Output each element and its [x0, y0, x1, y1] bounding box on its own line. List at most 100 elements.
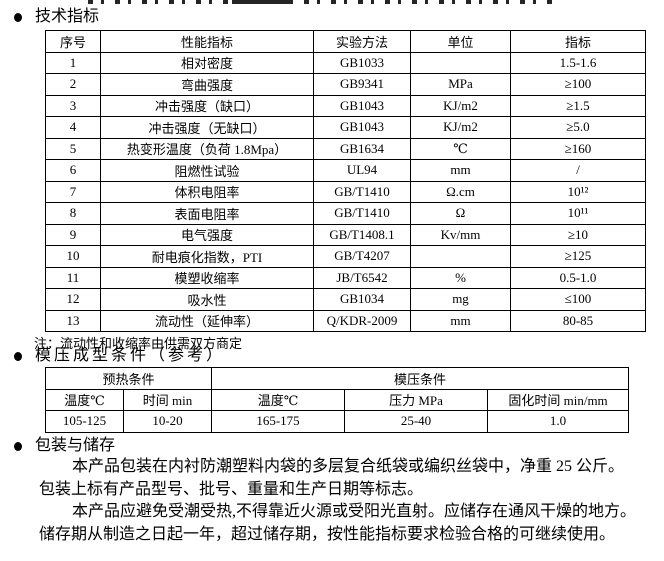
cell: 2: [45, 73, 101, 96]
cell: 相对密度: [100, 51, 314, 74]
cell: 10: [45, 245, 101, 268]
cell: mg: [410, 288, 511, 311]
cell: 1: [45, 51, 101, 74]
cell: GB1043: [313, 94, 411, 117]
cell: 表面电阻率: [100, 202, 314, 225]
table-row: 12 吸水性 GB1034 mg ≤100: [45, 288, 646, 311]
section-title-molding: 模压成型条件（参考）: [35, 347, 226, 364]
cell: 吸水性: [100, 288, 314, 311]
column-header: 性能指标: [100, 30, 314, 53]
bullet-icon: [14, 12, 22, 22]
paragraph-line: 本产品包装在内衬防潮塑料内袋的多层复合纸袋或编织丝袋中，净重 25 公斤。: [72, 458, 625, 475]
bullet-icon: [14, 351, 22, 361]
table-row: 8 表面电阻率 GB/T1410 Ω 10¹¹: [45, 202, 646, 225]
cell: UL94: [313, 159, 411, 182]
cell: ≥100: [510, 73, 646, 96]
cell: ≤100: [510, 288, 646, 311]
cell: 10-20: [122, 410, 213, 433]
section-heading-tech: 技术指标: [0, 8, 99, 26]
cell: 1.0: [487, 410, 630, 433]
cell: ℃: [410, 137, 511, 160]
cell: 12: [45, 288, 101, 311]
cell: [410, 51, 511, 74]
section-heading-molding: 模压成型条件（参考）: [0, 347, 225, 365]
cell: MPa: [410, 73, 511, 96]
cell: Ω.cm: [410, 180, 511, 203]
cell: 4: [45, 116, 101, 139]
cell: 8: [45, 202, 101, 225]
cell: 冲击强度（缺口）: [100, 94, 314, 117]
cell: 10¹²: [510, 180, 646, 203]
cell: GB1034: [313, 288, 411, 311]
cell: 80-85: [510, 309, 646, 332]
cell: 电气强度: [100, 223, 314, 246]
cell: 1.5-1.6: [510, 51, 646, 74]
table-row: 6 阻燃性试验 UL94 mm /: [45, 159, 646, 182]
cell: GB1043: [313, 116, 411, 139]
column-header: 温度℃: [45, 388, 124, 412]
column-header: 指标: [510, 30, 646, 53]
tech-table-header-row: 序号 性能指标 实验方法 单位 指标: [45, 30, 646, 53]
table-row: 5 热变形温度（负荷 1.8Mpa） GB1634 ℃ ≥160: [45, 137, 646, 160]
cell: 7: [45, 180, 101, 203]
bullet-icon: [14, 441, 22, 451]
cell: GB/T1410: [313, 202, 411, 225]
paragraph-line: 储存期从制造之日起一年，超过储存期，按性能指标要求检验合格的可继续使用。: [39, 526, 616, 544]
cell: GB9341: [313, 73, 411, 96]
cell: KJ/m2: [410, 94, 511, 117]
cell: 冲击强度（无缺口）: [100, 116, 314, 139]
cell: 弯曲强度: [100, 73, 314, 96]
molding-group-header-row: 预热条件 模压条件: [44, 367, 630, 390]
column-header: 时间 min: [122, 388, 213, 412]
cell: mm: [410, 159, 511, 182]
cell: ≥10: [510, 223, 646, 246]
section-heading-packaging: 包装与储存: [0, 437, 115, 455]
molding-conditions-table: 预热条件 模压条件 温度℃ 时间 min 温度℃ 压力 MPa 固化时间 min…: [44, 367, 630, 433]
cell: 9: [45, 223, 101, 246]
cell: 165-175: [211, 410, 346, 433]
cell: %: [410, 266, 511, 289]
section-title-packaging: 包装与储存: [35, 437, 116, 454]
table-row: 2 弯曲强度 GB9341 MPa ≥100: [45, 73, 646, 96]
group-header-preheat: 预热条件: [44, 367, 213, 390]
cell: 热变形温度（负荷 1.8Mpa）: [100, 137, 314, 160]
cell: 0.5-1.0: [510, 266, 646, 289]
cell: JB/T6542: [313, 266, 411, 289]
cell: 11: [45, 266, 101, 289]
cell: 耐电痕化指数，PTI: [100, 245, 314, 268]
table-row: 1 相对密度 GB1033 1.5-1.6: [45, 51, 646, 74]
table-row: 11 模塑收缩率 JB/T6542% 0.5-1.0: [45, 266, 646, 289]
column-header: 序号: [45, 30, 101, 53]
group-header-molding: 模压条件: [211, 367, 630, 390]
cell: KJ/m2: [410, 116, 511, 139]
cell: /: [510, 159, 646, 182]
paragraph-line: 包装上标有产品型号、批号、重量和生产日期等标志。: [39, 480, 424, 498]
molding-col-header-row: 温度℃ 时间 min 温度℃ 压力 MPa 固化时间 min/mm: [45, 388, 630, 412]
cell: 10¹¹: [510, 202, 646, 225]
cell: mm: [410, 309, 511, 332]
cell: ≥160: [510, 137, 646, 160]
cell: 体积电阻率: [100, 180, 314, 203]
cell: 13: [45, 309, 101, 332]
column-header: 固化时间 min/mm: [487, 388, 630, 412]
cell: 6: [45, 159, 101, 182]
paragraph-line: 本产品应避免受潮受热,不得靠近火源或受阳光直射。应储存在通风干燥的地方。: [72, 503, 637, 521]
tech-table-body: 1 相对密度 GB1033 1.5-1.6 2 弯曲强度 GB9341 MPa ≥100 3 冲击强…: [45, 51, 646, 332]
table-row: 10 耐电痕化指数，PTI GB/T4207 ≥125: [45, 245, 646, 268]
cell: GB/T1408.1: [313, 223, 411, 246]
section-title-tech: 技术指标: [35, 8, 100, 25]
cell: 阻燃性试验: [100, 159, 314, 182]
column-header: 温度℃: [211, 388, 346, 412]
table-note: 注：流动性和收缩率由供需双方商定: [34, 336, 243, 351]
molding-values-row: 105-125 10-20 165-175 25-40 1.0: [45, 410, 630, 433]
cell: 模塑收缩率: [100, 266, 314, 289]
cell: Kv/mm: [410, 223, 511, 246]
table-row: 7 体积电阻率 GB/T1410 Ω.cm 10¹²: [45, 180, 646, 203]
cell: [410, 245, 511, 268]
table-row: 4 冲击强度（无缺口） GB1043 KJ/m2 ≥5.0: [45, 116, 646, 139]
cell: ≥125: [510, 245, 646, 268]
cell: GB1634: [313, 137, 411, 160]
cell: ≥1.5: [510, 94, 646, 117]
cell: Q/KDR-2009: [313, 309, 411, 332]
cell: GB1033: [313, 51, 411, 74]
